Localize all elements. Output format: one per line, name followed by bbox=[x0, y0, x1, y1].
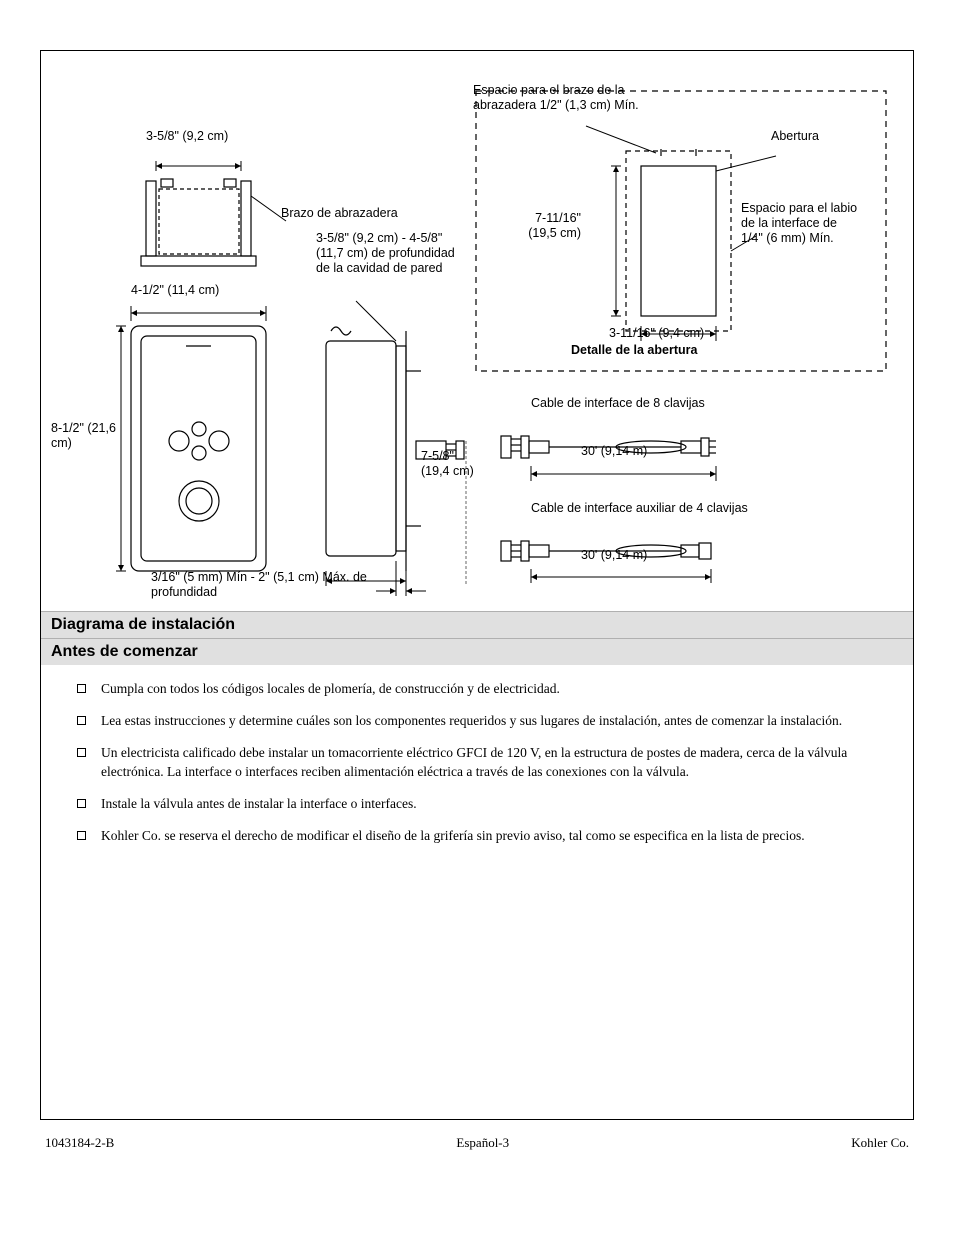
list-item: Cumpla con todos los códigos locales de … bbox=[101, 680, 883, 698]
heading-before-start: Antes de comenzar bbox=[41, 638, 913, 665]
label-cable8: Cable de interface de 8 clavijas bbox=[531, 396, 705, 411]
label-opening-h: 7-11/16" (19,5 cm) bbox=[511, 211, 581, 241]
label-bracket-arm: Brazo de abrazadera bbox=[281, 206, 398, 221]
list-item: Instale la válvula antes de instalar la … bbox=[101, 795, 883, 813]
label-bracket-width: 4-1/2" (11,4 cm) bbox=[131, 283, 219, 298]
footer-center: Español-3 bbox=[456, 1135, 509, 1151]
diagram-svg bbox=[56, 71, 896, 611]
label-cable8-len: 30' (9,14 m) bbox=[581, 444, 647, 459]
page-frame: Espacio para el brazo de la abrazadera 1… bbox=[40, 50, 914, 1120]
label-opening-detail-title: Detalle de la abertura bbox=[571, 343, 697, 358]
label-cable4-len: 30' (9,14 m) bbox=[581, 548, 647, 563]
label-cable4: Cable de interface auxiliar de 4 clavija… bbox=[531, 501, 748, 516]
label-depth-range: 3-5/8" (9,2 cm) - 4-5/8" (11,7 cm) de pr… bbox=[316, 231, 456, 276]
list-item: Lea estas instrucciones y determine cuál… bbox=[101, 712, 883, 730]
page-footer: 1043184-2-B Español-3 Kohler Co. bbox=[40, 1120, 914, 1151]
installation-diagram: Espacio para el brazo de la abrazadera 1… bbox=[41, 51, 913, 611]
footer-left: 1043184-2-B bbox=[45, 1135, 114, 1151]
label-top-clearance: Espacio para el brazo de la abrazadera 1… bbox=[473, 83, 653, 113]
heading-diagram: Diagrama de instalación bbox=[41, 611, 913, 638]
label-faceplate-depth: 7-5/8" (19,4 cm) bbox=[421, 449, 481, 479]
footer-right: Kohler Co. bbox=[851, 1135, 909, 1151]
label-bracket-top-w: 3-5/8" (9,2 cm) bbox=[146, 129, 228, 144]
list-item: Un electricista calificado debe instalar… bbox=[101, 744, 883, 780]
spacer bbox=[41, 879, 913, 1119]
label-depth-note: 3/16" (5 mm) Mín - 2" (5,1 cm) Máx. de p… bbox=[151, 570, 381, 600]
label-opening-w: 3-11/16" (9,4 cm) bbox=[609, 326, 704, 341]
list-item: Kohler Co. se reserva el derecho de modi… bbox=[101, 827, 883, 845]
bullet-list: Cumpla con todos los códigos locales de … bbox=[41, 665, 913, 879]
label-faceplate-h: 8-1/2" (21,6 cm) bbox=[51, 421, 116, 451]
label-interface-lip: Espacio para el labio de la interface de… bbox=[741, 201, 861, 246]
label-opening: Abertura bbox=[771, 129, 819, 144]
